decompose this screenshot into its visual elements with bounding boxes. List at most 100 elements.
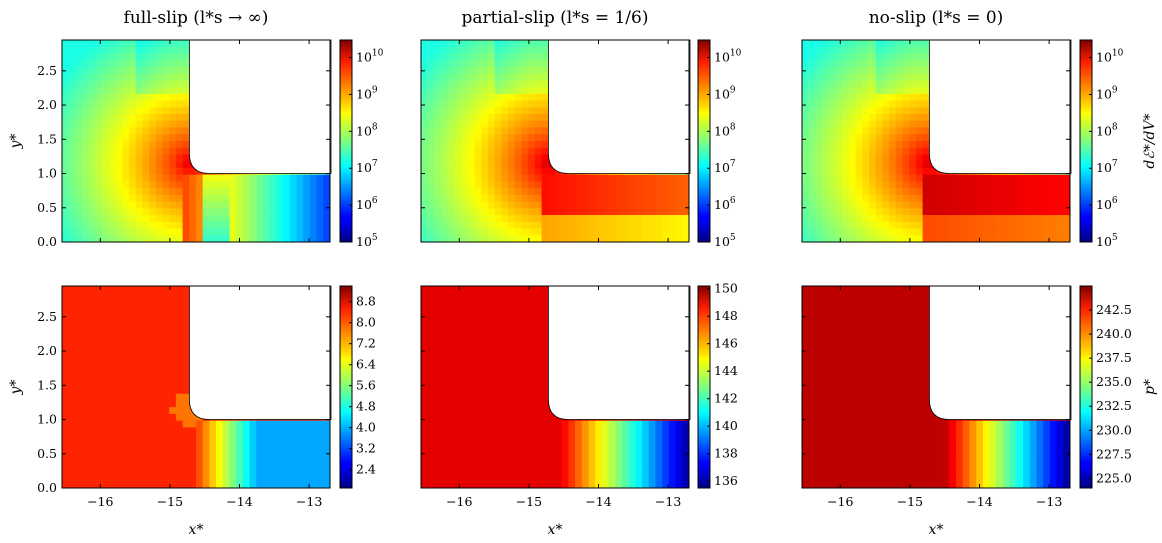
heatmap-cell [534, 73, 543, 81]
heatmap-cell [528, 93, 536, 102]
heatmap-cell [568, 188, 576, 196]
heatmap-cell [169, 306, 177, 314]
heatmap-cell [209, 427, 217, 435]
heatmap-cell [296, 447, 304, 455]
heatmap-cell [216, 215, 224, 223]
column-title-partial-slip: partial-slip (l*s = 1/6) [462, 8, 649, 28]
heatmap-cell [108, 420, 117, 428]
heatmap-cell [155, 107, 164, 115]
heatmap-cell [668, 208, 677, 216]
colorbar-tick-label: 108 [714, 122, 736, 138]
heatmap-cell [316, 467, 324, 476]
heatmap-cell [962, 201, 971, 209]
heatmap-cell [296, 474, 304, 482]
heatmap-cell [229, 215, 237, 223]
heatmap-cell [481, 161, 489, 169]
heatmap-cell [895, 147, 904, 156]
heatmap-cell [115, 413, 123, 422]
heatmap-cell [122, 299, 130, 307]
heatmap-cell [561, 228, 569, 236]
heatmap-cell [155, 474, 164, 482]
heatmap-cell [441, 215, 449, 223]
heatmap-cell [189, 235, 197, 242]
heatmap-cell [982, 188, 991, 196]
column-title-full-slip: full-slip (l*s → ∞) [124, 8, 269, 28]
heatmap-cell [568, 221, 576, 230]
heatmap-cell [822, 221, 830, 230]
heatmap-cell [162, 120, 170, 129]
heatmap-cell [129, 154, 137, 162]
heatmap-cell [655, 221, 663, 230]
heatmap-cell [508, 181, 516, 189]
heatmap-cell [115, 60, 123, 68]
heatmap-cell [289, 208, 298, 216]
heatmap-cell [149, 407, 157, 415]
heatmap-cell [895, 221, 904, 230]
heatmap-cell [323, 434, 330, 442]
heatmap-cell [848, 114, 857, 122]
heatmap-cell [175, 434, 184, 442]
heatmap-cell [662, 235, 670, 242]
heatmap-cell [848, 194, 857, 203]
heatmap-cell [976, 174, 984, 182]
heatmap-cell [122, 40, 130, 48]
heatmap-cell [196, 181, 204, 189]
heatmap-cell [189, 467, 197, 476]
heatmap-cell [162, 353, 170, 361]
heatmap-cell [216, 194, 224, 203]
heatmap-cell [162, 380, 170, 388]
heatmap-cell [528, 100, 536, 108]
heatmap-cell [949, 221, 957, 230]
heatmap-cell [122, 188, 130, 196]
heatmap-cell [135, 427, 143, 435]
heatmap-cell [242, 427, 251, 435]
heatmap-cell [427, 107, 435, 115]
heatmap-cell [828, 228, 837, 236]
heatmap-cell [521, 215, 529, 223]
heatmap-cell [149, 461, 157, 469]
heatmap-cell [962, 221, 971, 230]
heatmap-cell [508, 228, 516, 236]
heatmap-cell [1016, 188, 1024, 196]
heatmap-cell [494, 147, 502, 156]
heatmap-cell [95, 353, 103, 361]
heatmap-cell [169, 339, 177, 348]
heatmap-cell [283, 201, 291, 209]
heatmap-cell [263, 215, 271, 223]
heatmap-cell [68, 339, 76, 348]
heatmap-cell [514, 93, 523, 102]
heatmap-cell [915, 40, 924, 48]
heatmap-cell [162, 188, 170, 196]
heatmap-cell [289, 467, 298, 476]
heatmap-cell [848, 228, 857, 236]
heatmap-cell [95, 53, 103, 61]
heatmap-cell [149, 181, 157, 189]
heatmap-cell [1003, 228, 1011, 236]
colorbar-tick-label: 109 [714, 85, 736, 101]
heatmap-cell [82, 427, 90, 435]
heatmap-cell [808, 80, 816, 88]
heatmap-cell [508, 174, 516, 182]
heatmap-cell [115, 333, 123, 341]
heatmap-cell [581, 201, 590, 209]
heatmap-cell [316, 194, 324, 203]
heatmap-cell [169, 454, 177, 462]
heatmap-cell [316, 208, 324, 216]
heatmap-cell [835, 66, 843, 75]
heatmap-cell [182, 134, 190, 142]
heatmap-cell [989, 188, 997, 196]
heatmap-cell [129, 188, 137, 196]
heatmap-cell [514, 66, 523, 75]
heatmap-cell [835, 161, 843, 169]
heatmap-cell [182, 40, 190, 48]
heatmap-cell [869, 114, 877, 122]
heatmap-cell [82, 286, 90, 294]
heatmap-cell [236, 440, 244, 449]
heatmap-cell [75, 380, 83, 388]
heatmap-cell [162, 461, 170, 469]
heatmap-cell [668, 181, 677, 189]
heatmap-cell [467, 107, 476, 115]
heatmap-cell [169, 447, 177, 455]
heatmap-cell [129, 387, 137, 395]
